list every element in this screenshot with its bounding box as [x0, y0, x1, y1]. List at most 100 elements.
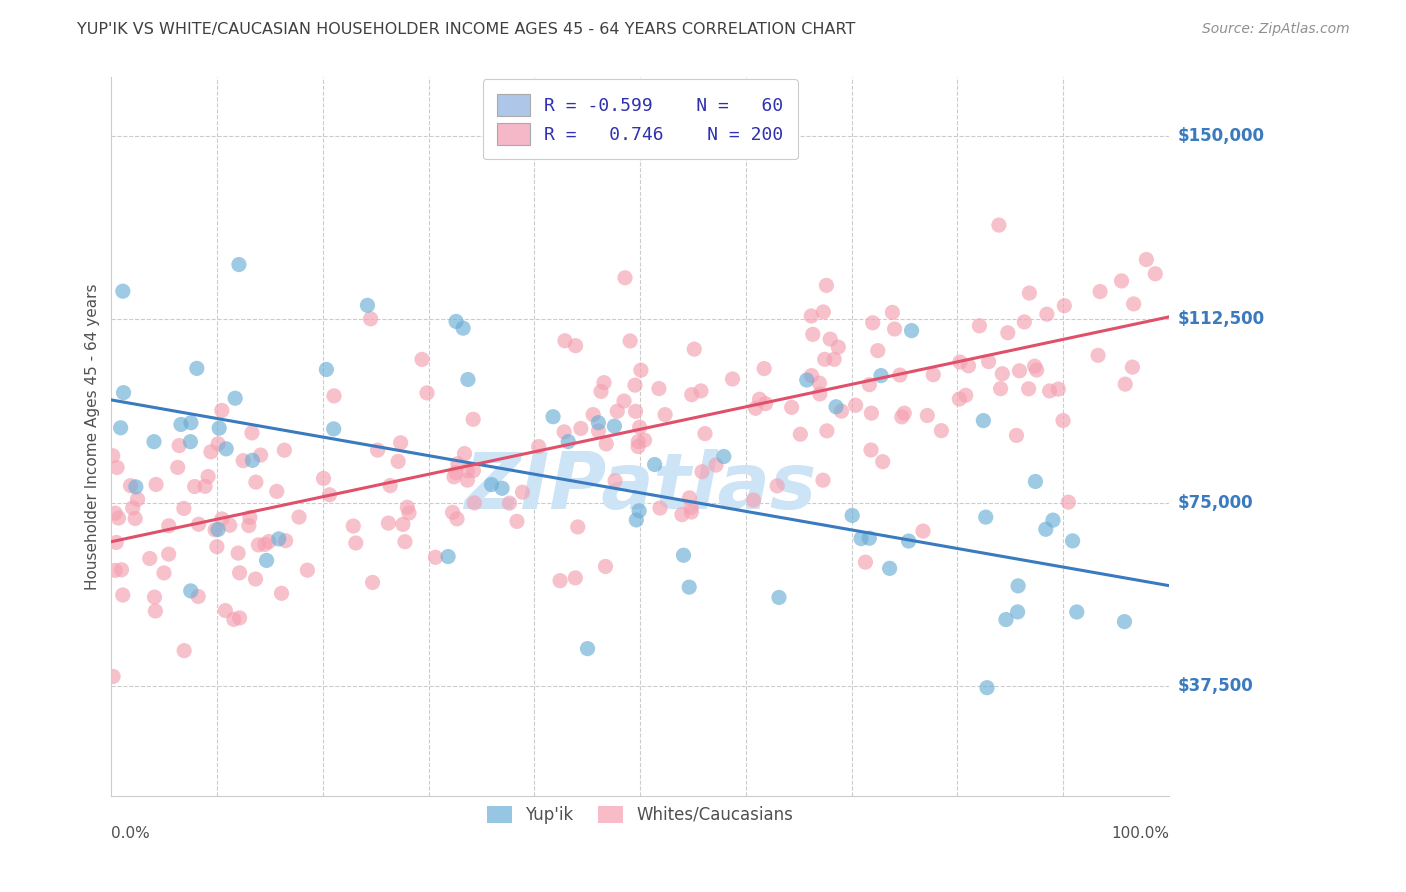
Point — [1008, 364, 1031, 378]
Point — [344, 536, 367, 550]
Point — [588, 416, 610, 430]
Point — [444, 466, 467, 480]
Point — [606, 404, 628, 418]
Point — [721, 372, 744, 386]
Point — [512, 485, 534, 500]
Point — [690, 384, 713, 398]
Point — [911, 524, 934, 538]
Point — [267, 532, 290, 546]
Point — [187, 517, 209, 532]
Point — [1062, 533, 1084, 548]
Text: $37,500: $37,500 — [1177, 677, 1253, 695]
Text: 0.0%: 0.0% — [111, 826, 150, 841]
Point — [392, 517, 415, 532]
Point — [242, 453, 264, 467]
Point — [872, 455, 894, 469]
Point — [957, 359, 980, 373]
Point — [977, 354, 1000, 368]
Point — [855, 555, 877, 569]
Point — [1018, 382, 1040, 396]
Point — [690, 465, 713, 479]
Point — [214, 604, 236, 618]
Point — [800, 368, 823, 383]
Point — [211, 403, 233, 417]
Point — [603, 419, 626, 434]
Point — [396, 500, 419, 515]
Point — [813, 305, 835, 319]
Point — [245, 475, 267, 489]
Text: $112,500: $112,500 — [1177, 310, 1264, 328]
Point — [900, 324, 922, 338]
Point — [619, 334, 641, 348]
Point — [208, 421, 231, 435]
Point — [987, 218, 1010, 232]
Point — [1066, 605, 1088, 619]
Point — [153, 566, 176, 580]
Point — [879, 561, 901, 575]
Point — [949, 355, 972, 369]
Point — [654, 408, 676, 422]
Point — [215, 442, 238, 456]
Point — [889, 368, 911, 382]
Point — [576, 641, 599, 656]
Point — [678, 491, 700, 505]
Point — [446, 512, 468, 526]
Point — [1007, 605, 1029, 619]
Point — [569, 421, 592, 435]
Point — [595, 437, 617, 451]
Point — [644, 458, 666, 472]
Point — [342, 519, 364, 533]
Point — [157, 518, 180, 533]
Point — [238, 518, 260, 533]
Point — [672, 548, 695, 562]
Point — [457, 464, 479, 478]
Point — [145, 604, 167, 618]
Point — [105, 535, 128, 549]
Point — [437, 549, 460, 564]
Text: $150,000: $150,000 — [1177, 127, 1264, 145]
Point — [411, 352, 433, 367]
Point — [681, 387, 703, 401]
Point — [827, 340, 849, 354]
Point — [1007, 579, 1029, 593]
Point — [633, 433, 655, 447]
Point — [866, 343, 889, 358]
Point — [830, 404, 852, 418]
Point — [143, 590, 166, 604]
Point — [463, 464, 485, 478]
Point — [228, 611, 250, 625]
Point — [247, 538, 270, 552]
Point — [931, 424, 953, 438]
Point — [671, 508, 693, 522]
Point — [897, 534, 920, 549]
Point — [808, 387, 831, 401]
Point — [222, 612, 245, 626]
Point — [860, 442, 883, 457]
Point — [815, 278, 838, 293]
Point — [841, 508, 863, 523]
Point — [167, 439, 190, 453]
Point — [179, 434, 201, 449]
Point — [387, 454, 409, 468]
Point — [207, 437, 229, 451]
Point — [120, 478, 142, 492]
Point — [125, 480, 148, 494]
Point — [288, 510, 311, 524]
Point — [991, 367, 1014, 381]
Point — [1039, 384, 1062, 398]
Point — [367, 443, 389, 458]
Point — [815, 424, 838, 438]
Point — [245, 572, 267, 586]
Y-axis label: Householder Income Ages 45 - 64 years: Householder Income Ages 45 - 64 years — [86, 284, 100, 590]
Point — [186, 361, 208, 376]
Point — [200, 445, 222, 459]
Point — [553, 425, 575, 439]
Point — [101, 449, 124, 463]
Point — [377, 516, 399, 530]
Point — [463, 412, 485, 426]
Point — [312, 471, 335, 485]
Point — [1114, 377, 1136, 392]
Point — [748, 392, 770, 407]
Point — [110, 563, 132, 577]
Point — [768, 591, 790, 605]
